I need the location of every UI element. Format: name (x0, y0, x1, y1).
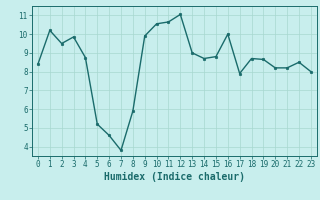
X-axis label: Humidex (Indice chaleur): Humidex (Indice chaleur) (104, 172, 245, 182)
